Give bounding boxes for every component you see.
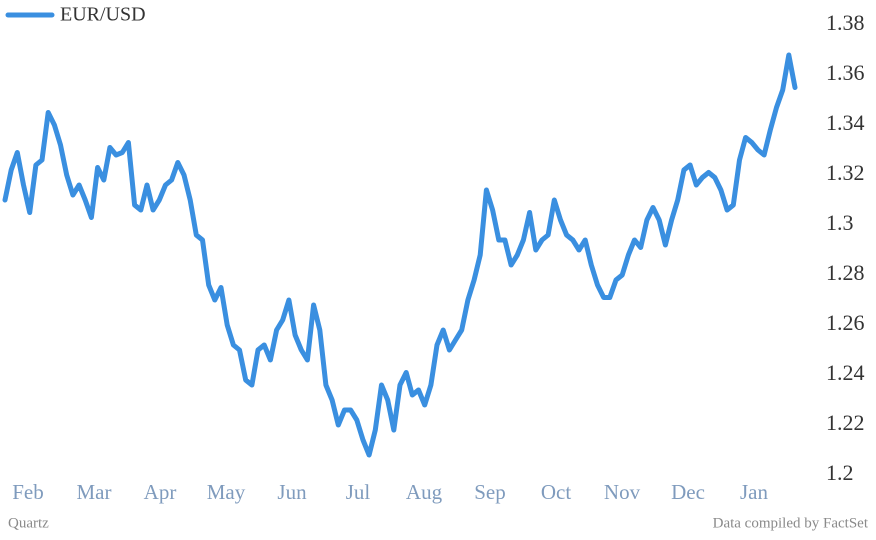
x-tick-label: Jun [277,480,307,504]
legend-label: EUR/USD [60,4,146,26]
y-tick-label: 1.3 [826,210,854,235]
x-tick-label: Jul [346,480,371,504]
source: Quartz [8,515,49,531]
x-tick-label: May [207,480,246,504]
x-tick-label: Mar [77,480,112,504]
x-tick-label: Oct [541,480,571,504]
x-tick-label: Nov [604,480,641,504]
x-tick-label: Jan [740,480,768,504]
y-tick-label: 1.24 [826,360,865,385]
y-tick-label: 1.38 [826,10,865,35]
x-tick-label: Apr [144,480,177,504]
y-tick-label: 1.22 [826,410,865,435]
y-tick-label: 1.32 [826,160,865,185]
x-tick-label: Sep [474,480,506,504]
y-tick-label: 1.28 [826,260,865,285]
x-tick-label: Aug [406,480,443,504]
x-tick-label: Dec [671,480,705,504]
x-tick-label: Feb [12,480,44,504]
y-tick-label: 1.34 [826,110,865,135]
y-tick-label: 1.36 [826,60,865,85]
credit: Data compiled by FactSet [713,515,869,531]
y-tick-label: 1.2 [826,460,854,485]
y-tick-label: 1.26 [826,310,865,335]
line [2,52,798,458]
